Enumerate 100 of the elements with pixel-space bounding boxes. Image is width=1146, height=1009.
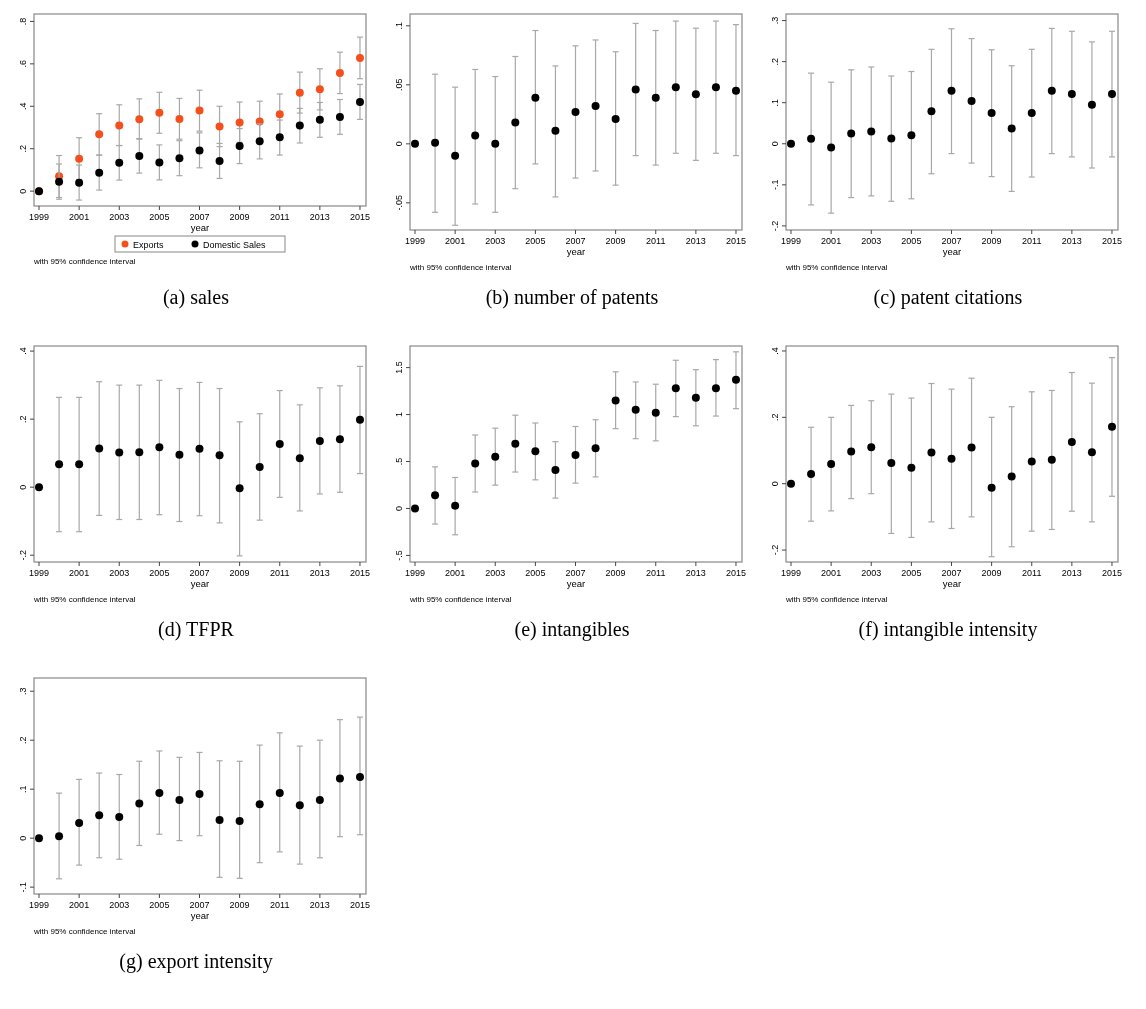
y-tick-label: -.2 <box>770 220 780 232</box>
x-axis-title: year <box>190 910 210 921</box>
point <box>711 83 720 92</box>
point <box>95 811 104 820</box>
y-tick-label: -.1 <box>18 881 28 893</box>
x-tick-label: 2007 <box>941 236 962 246</box>
text: with 95% confidence interval <box>33 595 136 604</box>
point <box>947 86 956 95</box>
text: (f) intangible intensity <box>858 618 1038 641</box>
point <box>927 107 936 116</box>
point <box>175 154 184 163</box>
point <box>867 127 876 136</box>
x-axis-title: year <box>566 578 586 589</box>
point <box>255 463 264 472</box>
x-tick-label: 1999 <box>405 236 426 246</box>
point <box>235 484 244 493</box>
point <box>155 789 164 798</box>
x-axis-title: year <box>942 578 962 589</box>
point <box>95 444 104 453</box>
point <box>847 129 856 138</box>
x-tick-label: 2009 <box>229 212 250 222</box>
x-tick-label: 2005 <box>525 236 546 246</box>
point <box>491 139 500 148</box>
point <box>135 115 144 124</box>
point <box>591 444 600 453</box>
x-tick-label: 2003 <box>109 212 130 222</box>
point <box>731 86 740 95</box>
x-tick-label: 2001 <box>821 236 842 246</box>
point <box>471 459 480 468</box>
point <box>807 134 816 143</box>
x-tick-label: 2009 <box>981 568 1002 578</box>
point <box>135 151 144 160</box>
y-tick-label: -.2 <box>770 544 780 556</box>
legend-label: Exports <box>133 239 165 250</box>
y-tick-label: 1 <box>394 412 404 418</box>
point <box>451 151 460 160</box>
point <box>95 168 104 177</box>
x-tick-label: 2013 <box>1061 236 1082 246</box>
point <box>215 122 224 131</box>
point <box>691 90 700 99</box>
point <box>215 157 224 166</box>
x-tick-label: 2003 <box>485 568 506 578</box>
point <box>335 774 344 783</box>
point <box>55 177 64 186</box>
x-tick-label: 2011 <box>1022 236 1042 246</box>
text: (d) TFPR <box>158 618 235 641</box>
y-tick-label: .05 <box>394 78 404 92</box>
x-tick-label: 2007 <box>189 900 210 910</box>
point <box>867 443 876 452</box>
point <box>491 452 500 461</box>
y-tick-label: .1 <box>18 785 28 793</box>
point <box>927 448 936 457</box>
y-tick-label: 0 <box>394 505 404 511</box>
point <box>411 139 420 148</box>
y-tick-label: .1 <box>394 22 404 30</box>
x-tick-label: 2015 <box>725 568 746 578</box>
point <box>671 83 680 92</box>
point <box>1027 108 1036 117</box>
x-tick-label: 2015 <box>349 212 370 222</box>
point <box>807 470 816 479</box>
point <box>255 137 264 146</box>
x-tick-label: 2011 <box>646 236 666 246</box>
point <box>611 115 620 124</box>
point <box>651 408 660 417</box>
point <box>631 85 640 94</box>
point <box>967 443 976 452</box>
point <box>115 121 124 130</box>
x-tick-label: 2001 <box>445 236 466 246</box>
point <box>1067 90 1076 99</box>
legend-label: Domestic Sales <box>203 239 267 250</box>
text: (a) sales <box>162 286 230 309</box>
x-tick-label: 2015 <box>1101 568 1122 578</box>
x-tick-label: 2011 <box>646 568 666 578</box>
point <box>1067 437 1076 446</box>
point <box>295 121 304 130</box>
text: with 95% confidence interval <box>785 263 888 272</box>
point <box>175 795 184 804</box>
point <box>887 134 896 143</box>
point <box>787 479 796 488</box>
point <box>35 834 44 843</box>
x-tick-label: 2003 <box>861 236 882 246</box>
point <box>551 126 560 135</box>
point <box>551 465 560 474</box>
x-tick-label: 2001 <box>69 568 90 578</box>
x-tick-label: 1999 <box>781 236 802 246</box>
x-axis-title: year <box>190 222 210 233</box>
x-tick-label: 2009 <box>605 568 626 578</box>
point <box>1047 86 1056 95</box>
x-tick-label: 2005 <box>149 568 170 578</box>
x-tick-label: 2009 <box>605 236 626 246</box>
point <box>155 158 164 167</box>
point <box>315 436 324 445</box>
point <box>671 384 680 393</box>
point <box>135 799 144 808</box>
point <box>1007 124 1016 133</box>
x-tick-label: 2009 <box>229 900 250 910</box>
x-tick-label: 2011 <box>270 568 290 578</box>
x-tick-label: 2003 <box>861 568 882 578</box>
point <box>651 93 660 102</box>
x-tick-label: 1999 <box>29 212 50 222</box>
